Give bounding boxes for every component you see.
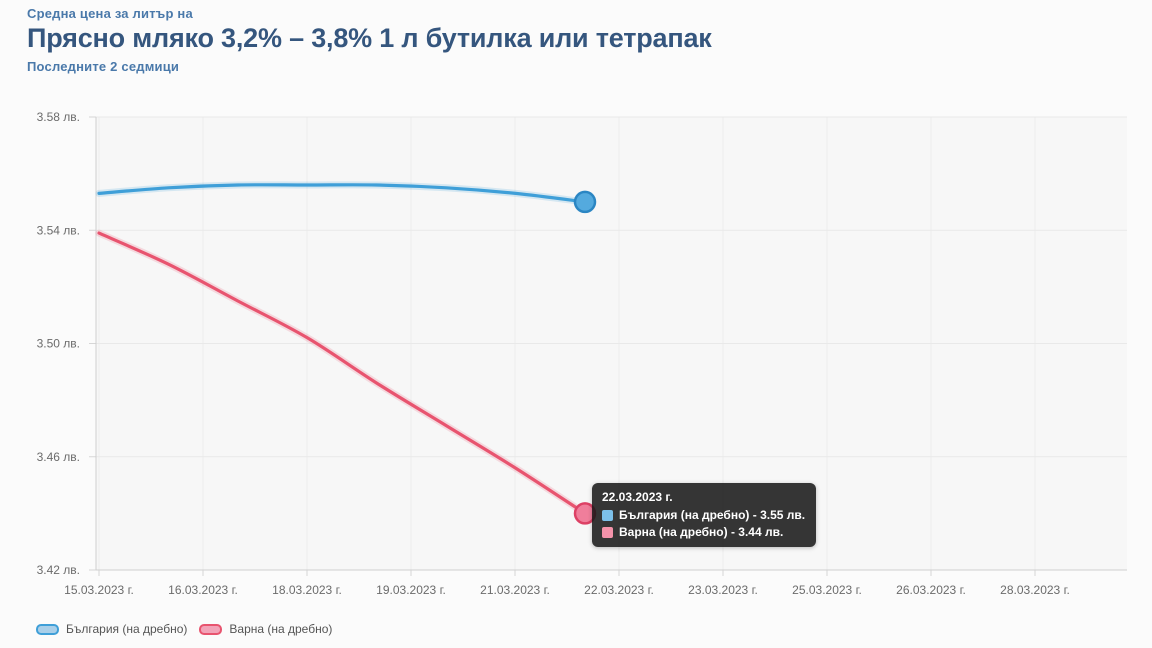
legend-label-varna: Варна (на дребно) <box>229 622 333 636</box>
tooltip-swatch-bulgaria-icon <box>602 509 613 521</box>
x-axis-label: 16.03.2023 г. <box>168 583 238 597</box>
series-line-0[interactable] <box>97 183 587 204</box>
x-axis-label: 21.03.2023 г. <box>480 583 550 597</box>
series-line-1[interactable] <box>97 231 587 515</box>
chart-tooltip: 22.03.2023 г. България (на дребно) - 3.5… <box>592 483 817 547</box>
chart-kicker: Средна цена за литър на <box>27 6 193 21</box>
legend-item-bulgaria[interactable]: България (на дребно) <box>36 622 187 636</box>
series-marker-0[interactable] <box>573 190 597 214</box>
y-axis-label: 3.46 лв. <box>37 450 80 464</box>
page-title: Прясно мляко 3,2% – 3,8% 1 л бутилка или… <box>27 23 712 53</box>
tooltip-swatch-varna-icon <box>602 526 613 538</box>
x-axis-label: 25.03.2023 г. <box>792 583 862 597</box>
chart-header: Средна цена за литър на Прясно мляко 3,2… <box>27 6 712 74</box>
legend-swatch-varna-icon <box>199 623 223 635</box>
legend-item-varna[interactable]: Варна (на дребно) <box>199 622 332 636</box>
legend-swatch-bulgaria-icon <box>36 623 59 635</box>
tooltip-row-text: България (на дребно) - 3.55 лв. <box>619 508 806 522</box>
y-axis-label: 3.42 лв. <box>37 563 80 577</box>
x-axis-label: 28.03.2023 г. <box>1000 583 1070 597</box>
x-axis-label: 15.03.2023 г. <box>64 583 134 597</box>
tooltip-row-varna: Варна (на дребно) - 3.44 лв. <box>602 525 805 539</box>
tooltip-date: 22.03.2023 г. <box>602 490 673 504</box>
tooltip-row-text: Варна (на дребно) - 3.44 лв. <box>619 525 784 539</box>
x-axis-label: 19.03.2023 г. <box>376 583 446 597</box>
y-axis-label: 3.54 лв. <box>37 223 80 237</box>
y-axis-label: 3.50 лв. <box>37 337 80 351</box>
tooltip-row-bulgaria: България (на дребно) - 3.55 лв. <box>602 508 805 522</box>
x-axis-label: 23.03.2023 г. <box>688 583 758 597</box>
x-axis-label: 18.03.2023 г. <box>272 583 342 597</box>
legend-label-bulgaria: България (на дребно) <box>66 622 188 636</box>
x-axis-label: 22.03.2023 г. <box>584 583 654 597</box>
y-axis-label: 3.58 лв. <box>37 110 80 124</box>
chart-subtitle: Последните 2 седмици <box>27 59 180 74</box>
chart-legend: България (на дребно) Варна (на дребно) <box>36 622 332 636</box>
x-axis-label: 26.03.2023 г. <box>896 583 966 597</box>
